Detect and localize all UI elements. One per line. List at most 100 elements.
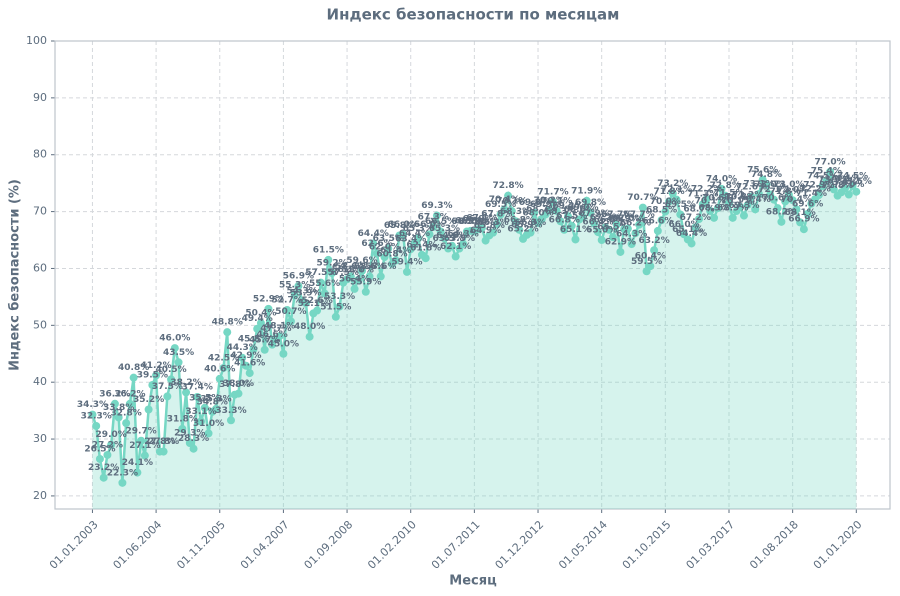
value-label: 61.5% (313, 245, 344, 255)
x-tick-label: 01.07.2011 (429, 518, 483, 572)
marker (316, 278, 325, 287)
marker (530, 208, 539, 217)
value-label: 27.1% (129, 441, 160, 451)
marker (657, 216, 666, 225)
value-label: 67.2% (680, 213, 711, 223)
marker (193, 392, 202, 401)
marker (593, 228, 602, 237)
marker (844, 190, 853, 199)
marker (436, 227, 445, 236)
value-label: 73.2% (657, 179, 688, 189)
value-label: 52.9% (253, 294, 284, 304)
value-label: 35.5% (189, 393, 220, 403)
marker (822, 176, 831, 185)
x-tick-label: 01.01.2020 (811, 518, 865, 572)
value-label: 35.3% (200, 394, 231, 404)
value-label: 74.5% (837, 172, 868, 182)
value-label: 66.6% (642, 216, 673, 226)
marker (545, 206, 554, 215)
marker (358, 266, 367, 275)
marker (294, 282, 303, 291)
value-label: 59.4% (391, 257, 422, 267)
marker (402, 267, 411, 276)
value-label: 68.6% (564, 205, 595, 215)
marker (144, 405, 153, 414)
value-label: 58.6% (335, 262, 366, 272)
marker (773, 204, 782, 213)
marker (305, 332, 314, 341)
marker (788, 196, 797, 205)
value-label: 58.6% (365, 262, 396, 272)
value-label: 66.9% (609, 215, 640, 225)
marker (578, 213, 587, 222)
x-tick-label: 01.12.2012 (493, 518, 547, 572)
value-label: 73.4% (826, 178, 857, 188)
marker (739, 211, 748, 220)
value-label: 40.6% (204, 364, 235, 374)
value-label: 45.0% (268, 339, 299, 349)
marker (627, 240, 636, 249)
value-label: 68.7% (526, 204, 557, 214)
marker (253, 324, 262, 333)
marker (391, 256, 400, 265)
marker (185, 439, 194, 448)
value-label: 69.5% (530, 200, 561, 210)
x-axis-label: Месяц (449, 574, 497, 589)
marker (567, 221, 576, 230)
marker (728, 213, 737, 222)
value-label: 67.2% (590, 213, 621, 223)
marker (279, 349, 288, 358)
value-label: 69.2% (552, 202, 583, 212)
marker (784, 190, 793, 199)
value-label: 65.8% (474, 221, 505, 231)
value-label: 72.8% (822, 181, 853, 191)
value-label: 73.1% (743, 179, 774, 189)
marker (477, 224, 486, 233)
value-label: 73.0% (833, 180, 864, 190)
value-label: 27.8% (144, 437, 175, 447)
value-label: 72.1% (758, 185, 789, 195)
marker (796, 218, 805, 227)
marker (369, 239, 378, 248)
marker (668, 189, 677, 198)
marker (114, 413, 123, 422)
y-tick-label: 60 (33, 261, 47, 274)
marker (167, 375, 176, 384)
marker (623, 224, 632, 233)
value-label: 68.3% (545, 207, 576, 217)
marker (646, 262, 655, 271)
value-label: 71.5% (713, 189, 744, 199)
value-label: 45.7% (249, 335, 280, 345)
marker (724, 199, 733, 208)
value-label: 39.5% (137, 371, 168, 381)
marker (268, 340, 277, 349)
value-label: 66.2% (620, 219, 651, 229)
value-label: 73.0% (755, 180, 786, 190)
marker (365, 272, 374, 281)
value-label: 64.3% (616, 230, 647, 240)
marker (212, 404, 221, 413)
marker (769, 195, 778, 204)
marker (264, 304, 273, 313)
value-label: 68.0% (522, 208, 553, 218)
value-label: 59.2% (316, 259, 347, 269)
marker (260, 345, 269, 354)
value-label: 48.1% (264, 322, 295, 332)
marker (631, 229, 640, 238)
value-label: 68.1% (785, 208, 816, 218)
marker (129, 373, 138, 382)
value-label: 70.4% (489, 195, 520, 205)
value-label: 67.8% (481, 210, 512, 220)
marker (137, 436, 146, 445)
marker (174, 358, 183, 367)
marker (560, 225, 569, 234)
value-label: 66.0% (668, 220, 699, 230)
value-label: 22.3% (107, 468, 138, 478)
marker (691, 223, 700, 232)
value-label: 64.4% (399, 229, 430, 239)
value-label: 71.4% (796, 189, 827, 199)
marker (440, 234, 449, 243)
y-tick-label: 90 (33, 91, 47, 104)
value-label: 67.5% (556, 211, 587, 221)
x-tick-label: 01.01.2003 (47, 518, 101, 572)
